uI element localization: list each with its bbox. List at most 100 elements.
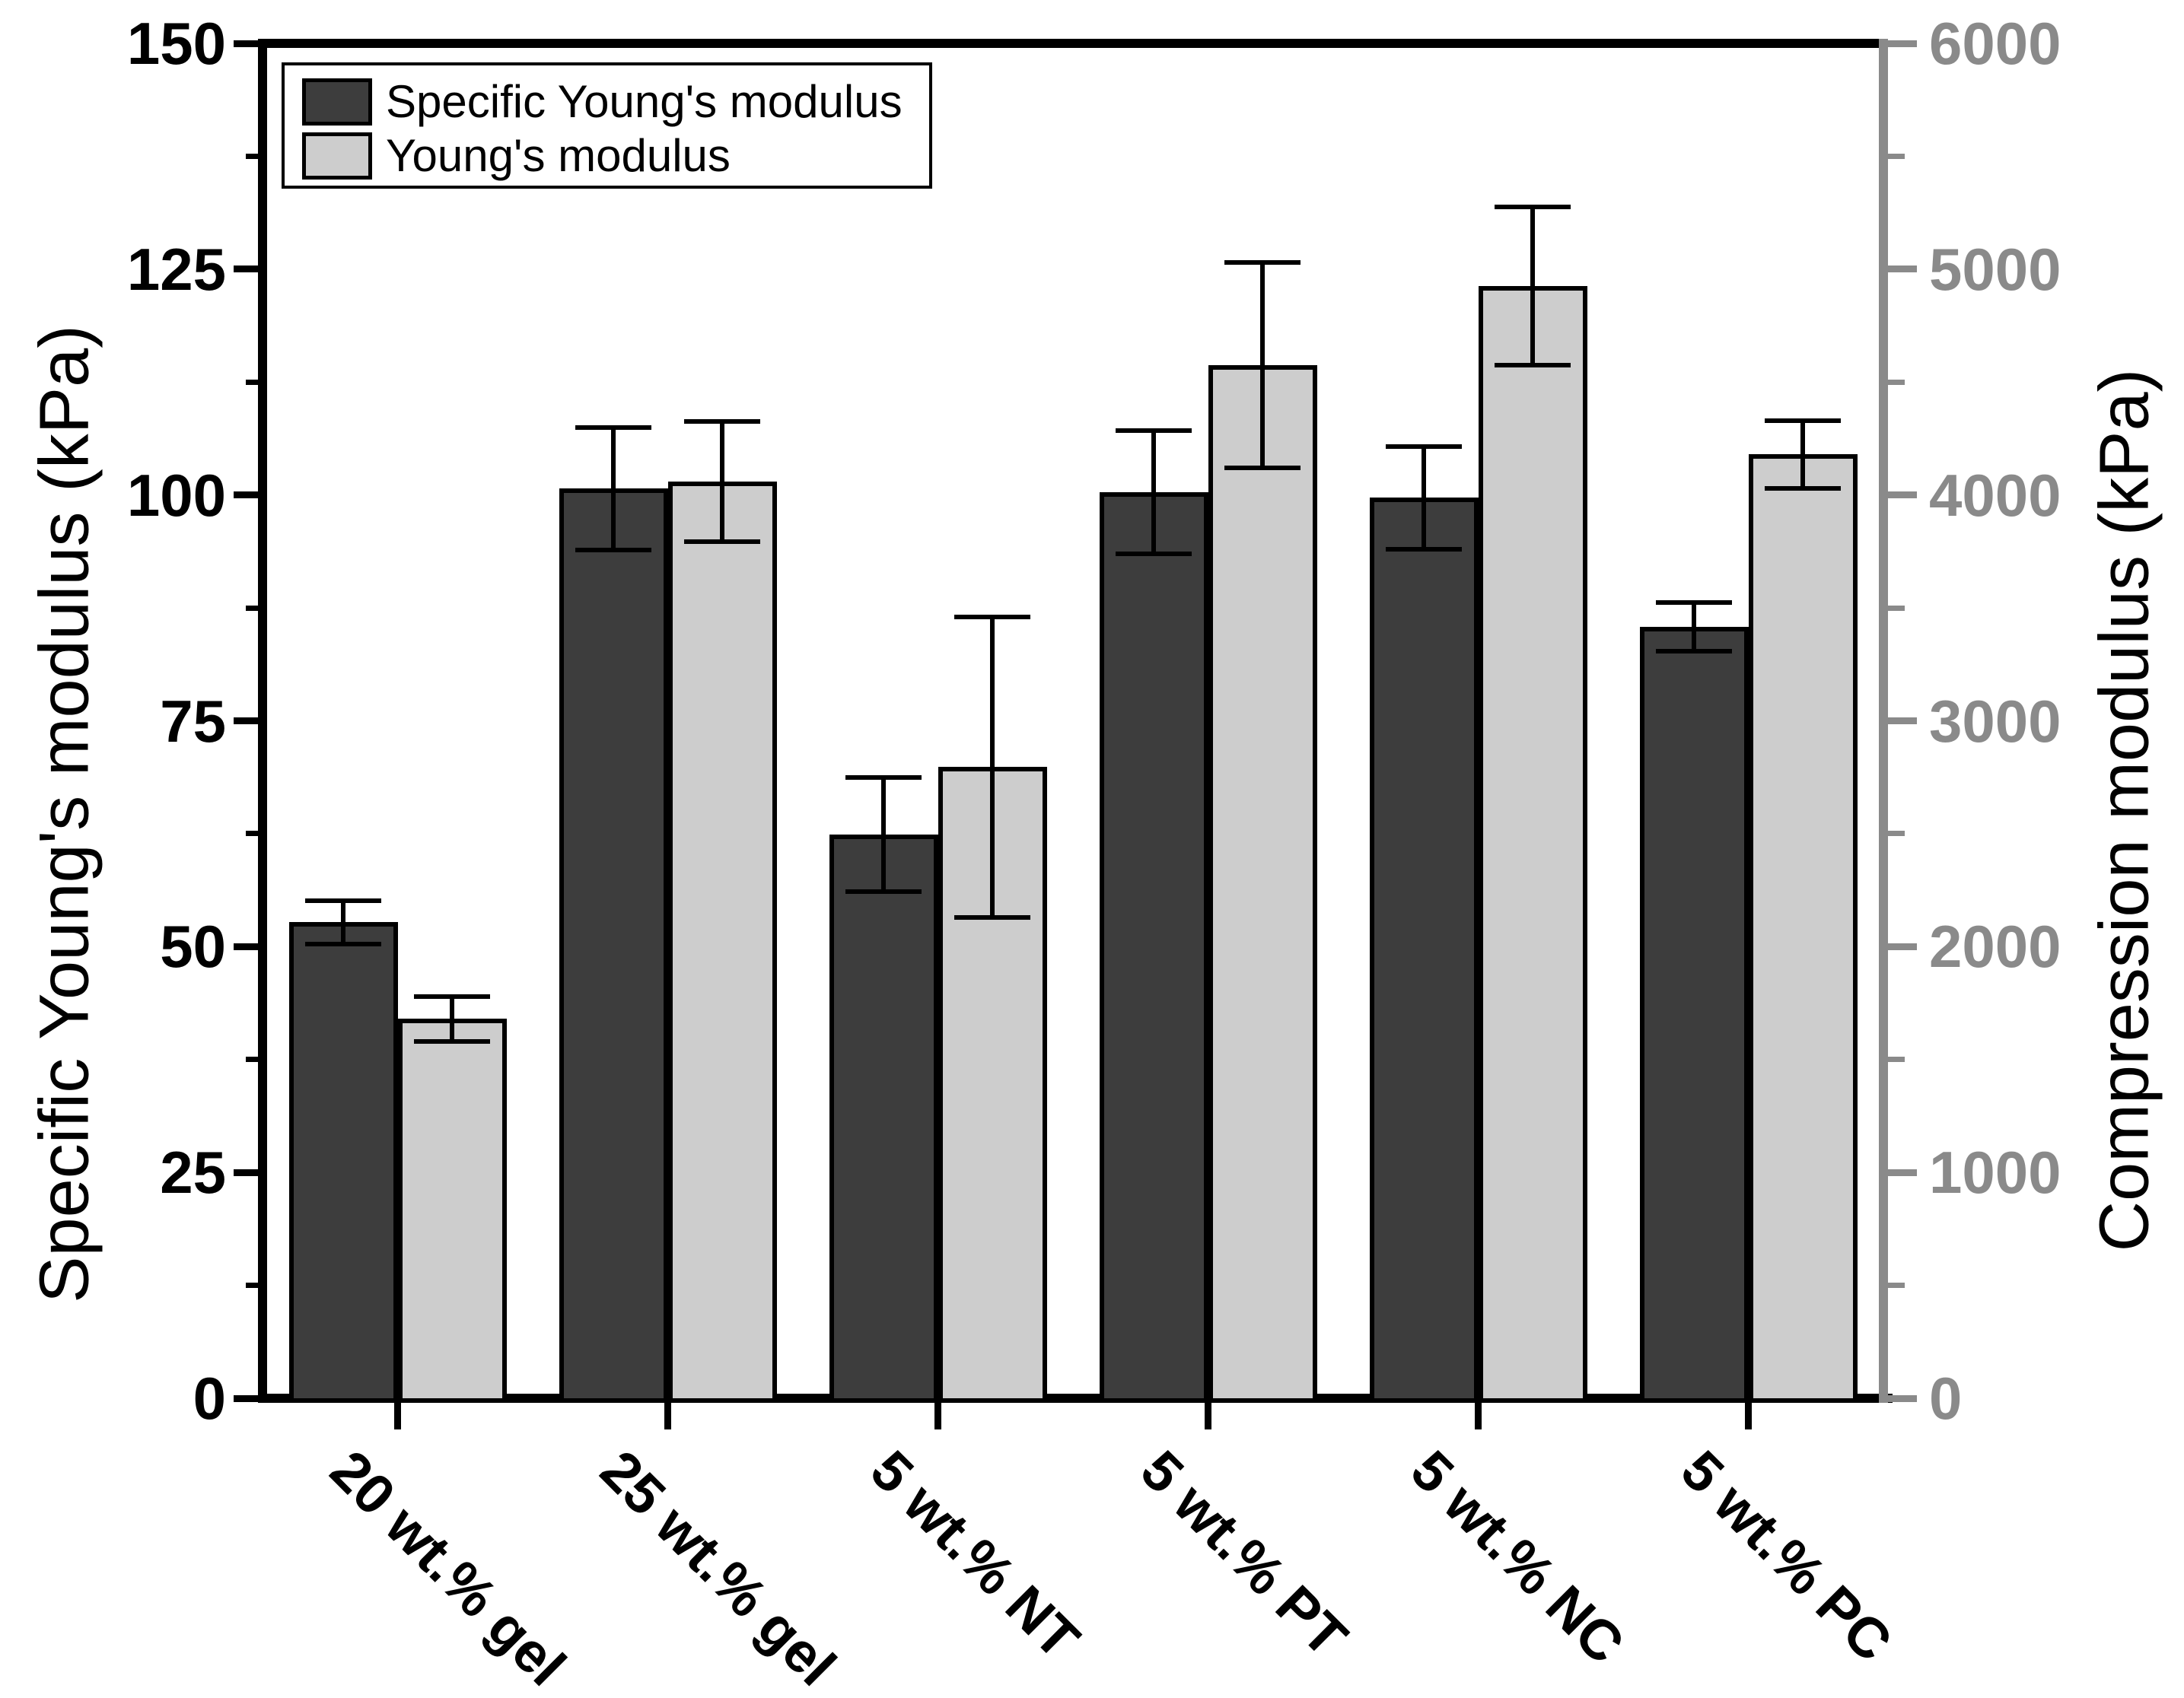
error-bar-cap-top <box>1386 444 1462 449</box>
error-bar-cap-bottom <box>1495 362 1571 367</box>
x-axis-category-label: 5 wt.% NT <box>858 1438 1091 1671</box>
x-axis-category-label: 5 wt.% PC <box>1669 1438 1904 1674</box>
error-bar-cap-top <box>414 994 490 999</box>
error-bar-cap-top <box>1765 418 1841 423</box>
left-axis-tick-label: 100 <box>126 461 226 529</box>
error-bar-line <box>1530 207 1535 365</box>
x-axis-category-label: 5 wt.% NC <box>1399 1438 1636 1676</box>
legend-item-label: Young's modulus <box>386 130 731 181</box>
error-bar-cap-bottom <box>1116 551 1192 556</box>
x-axis-category-label: 25 wt.% gel <box>588 1438 848 1698</box>
left-axis-minor-tick <box>246 1283 263 1289</box>
error-bar-cap-top <box>845 775 922 781</box>
bar-dark <box>559 488 668 1403</box>
right-axis-major-tick <box>1888 943 1917 950</box>
error-bar-cap-top <box>305 898 381 903</box>
left-axis-major-tick <box>234 266 263 273</box>
x-axis-tick <box>934 1403 941 1429</box>
error-bar-line <box>1260 262 1265 469</box>
bar-light <box>1478 286 1587 1403</box>
error-bar-cap-bottom <box>1765 485 1841 491</box>
error-bar-cap-top <box>1495 205 1571 210</box>
legend-item: Young's modulus <box>302 132 731 180</box>
error-bar-cap-top <box>575 424 651 430</box>
left-axis-tick-label: 125 <box>126 235 226 303</box>
left-axis-major-tick <box>234 943 263 950</box>
left-axis-minor-tick <box>246 1057 263 1063</box>
left-axis-minor-tick <box>246 831 263 837</box>
legend-item-label: Specific Young's modulus <box>386 76 903 127</box>
right-axis-major-tick <box>1888 717 1917 724</box>
error-bar-cap-bottom <box>1386 546 1462 552</box>
left-axis-tick-label: 25 <box>160 1139 226 1207</box>
x-axis-tick <box>394 1403 401 1429</box>
right-axis-tick-label: 1000 <box>1929 1139 2061 1207</box>
error-bar-line <box>450 996 454 1041</box>
error-bar-cap-bottom <box>954 914 1030 920</box>
error-bar-line <box>1151 431 1156 554</box>
right-axis-major-tick <box>1888 491 1917 499</box>
right-axis-minor-tick <box>1888 605 1905 611</box>
left-axis-minor-tick <box>246 153 263 159</box>
figure-canvas: { "legend": { "items": [ { "label": "Spe… <box>25 10 2163 1698</box>
right-axis-minor-tick <box>1888 831 1905 837</box>
left-axis-major-tick <box>234 40 263 47</box>
left-axis-minor-tick <box>246 605 263 611</box>
x-axis-category-label: 20 wt.% gel <box>318 1438 578 1698</box>
x-axis-category-label: 5 wt.% PT <box>1129 1438 1360 1669</box>
right-axis-major-tick <box>1888 1394 1917 1402</box>
right-axis-major-tick <box>1888 1169 1917 1176</box>
bar-dark <box>1099 492 1208 1403</box>
bar-light <box>667 481 777 1403</box>
error-bar-cap-top <box>1116 428 1192 434</box>
right-axis-minor-tick <box>1888 1283 1905 1289</box>
error-bar-cap-top <box>954 614 1030 619</box>
bar-light <box>397 1019 507 1403</box>
right-axis-line <box>1879 39 1888 1403</box>
x-axis-tick <box>664 1403 671 1429</box>
error-bar-line <box>720 421 724 542</box>
right-axis-tick-label: 5000 <box>1929 235 2061 303</box>
error-bar-line <box>1692 602 1696 652</box>
right-axis-tick-label: 2000 <box>1929 913 2061 981</box>
legend-swatch-dark-icon <box>302 78 372 126</box>
left-axis-tick-label: 50 <box>160 913 226 981</box>
error-bar-cap-bottom <box>414 1039 490 1044</box>
error-bar-line <box>611 427 616 551</box>
bar-dark <box>1369 498 1479 1403</box>
error-bar-line <box>1800 420 1805 488</box>
left-axis-major-tick <box>234 717 263 724</box>
error-bar-cap-bottom <box>305 941 381 946</box>
error-bar-cap-bottom <box>575 548 651 553</box>
error-bar-line <box>881 777 886 892</box>
right-axis-minor-tick <box>1888 1057 1905 1063</box>
bar-dark <box>829 835 938 1403</box>
legend: Specific Young's modulus Young's modulus <box>282 62 932 189</box>
right-axis-minor-tick <box>1888 379 1905 385</box>
right-axis-tick-label: 3000 <box>1929 687 2061 755</box>
left-axis-minor-tick <box>246 379 263 385</box>
right-axis-tick-label: 6000 <box>1929 10 2061 77</box>
left-axis-tick-label: 0 <box>193 1365 226 1432</box>
bar-light <box>1748 454 1858 1403</box>
right-axis-major-tick <box>1888 40 1917 47</box>
legend-swatch-light-icon <box>302 132 372 180</box>
error-bar-cap-bottom <box>1656 649 1732 654</box>
error-bar-cap-top <box>1656 599 1732 605</box>
bar-dark <box>1639 627 1749 1403</box>
right-axis-title: Compression modulus (kPa) <box>2085 368 2163 1252</box>
right-axis-tick-label: 4000 <box>1929 461 2061 529</box>
left-axis-major-tick <box>234 491 263 499</box>
error-bar-cap-bottom <box>684 539 760 544</box>
legend-item: Specific Young's modulus <box>302 78 903 126</box>
bar-light <box>1208 364 1317 1403</box>
left-axis-tick-label: 150 <box>126 10 226 77</box>
left-axis-major-tick <box>234 1169 263 1176</box>
error-bar-cap-bottom <box>1224 466 1301 471</box>
error-bar-line <box>1422 446 1426 549</box>
error-bar-cap-bottom <box>845 889 922 894</box>
x-axis-tick <box>1205 1403 1211 1429</box>
right-axis-tick-label: 0 <box>1929 1365 1963 1432</box>
bar-dark <box>288 922 398 1403</box>
error-bar-cap-top <box>1224 259 1301 265</box>
